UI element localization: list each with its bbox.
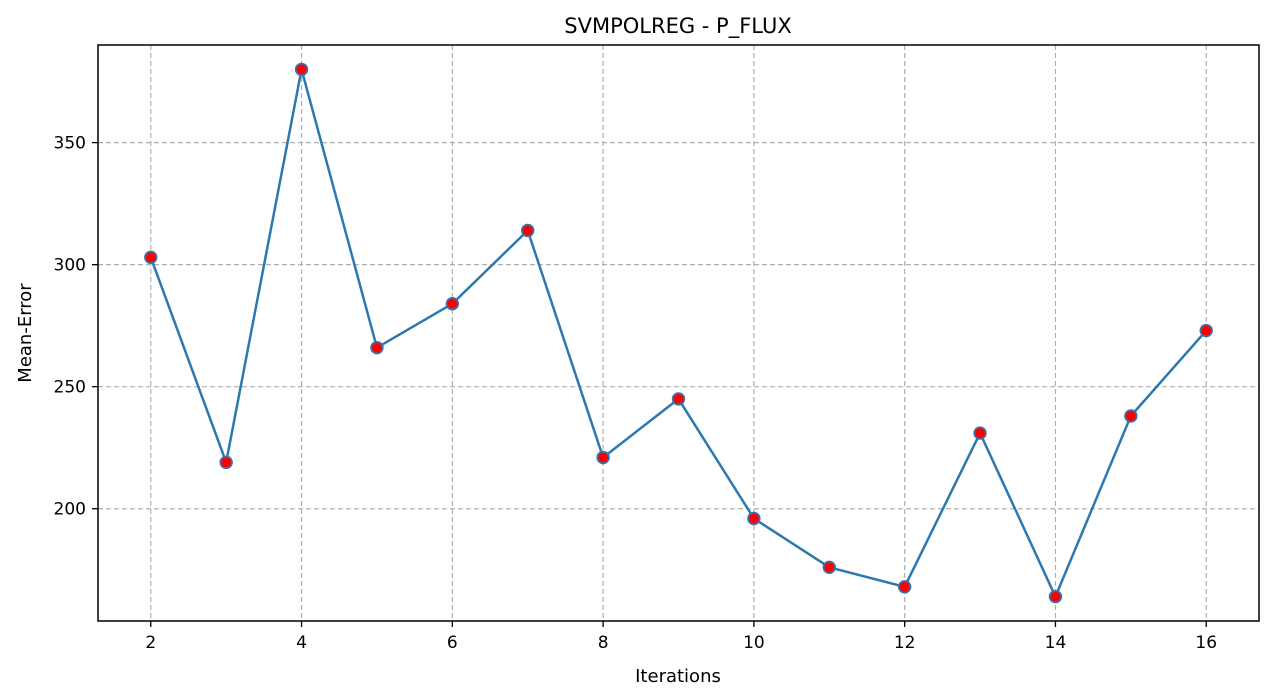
- x-tick-label: 6: [447, 633, 458, 653]
- y-tick-layer: 200 250 300 350: [54, 134, 98, 520]
- data-point: [596, 450, 610, 465]
- x-tick-label: 4: [296, 633, 307, 653]
- data-point: [973, 426, 987, 440]
- data-point: [294, 62, 309, 77]
- y-axis-label: Mean-Error: [15, 283, 36, 383]
- x-tick-label: 12: [894, 633, 916, 653]
- y-tick-label: 200: [54, 500, 86, 520]
- data-point: [747, 511, 761, 526]
- x-tick-layer: 2 4 6 8 10 12 14 16: [145, 621, 1217, 653]
- series-layer: [144, 62, 1213, 604]
- data-point: [897, 580, 912, 594]
- data-point: [370, 340, 384, 355]
- data-point: [1199, 323, 1213, 338]
- y-tick-label: 250: [54, 378, 86, 398]
- y-tick-label: 350: [54, 134, 86, 154]
- chart-title: SVMPOLREG - P_FLUX: [564, 14, 791, 39]
- data-point: [144, 250, 158, 265]
- data-point: [1124, 409, 1138, 423]
- data-point: [822, 560, 836, 575]
- data-point: [445, 297, 460, 311]
- x-tick-label: 16: [1195, 633, 1217, 653]
- plot-frame: [97, 44, 1260, 622]
- data-point: [1048, 589, 1063, 604]
- data-point: [671, 392, 686, 406]
- data-point: [219, 455, 233, 470]
- grid-layer: [98, 45, 1259, 621]
- x-tick-label: 2: [145, 633, 156, 653]
- x-tick-label: 10: [743, 633, 765, 653]
- x-axis-label: Iterations: [635, 666, 721, 687]
- data-point: [521, 223, 535, 238]
- axes-layer: [97, 44, 1260, 622]
- x-tick-label: 8: [598, 633, 609, 653]
- x-tick-label: 14: [1045, 633, 1067, 653]
- y-tick-label: 300: [54, 256, 86, 276]
